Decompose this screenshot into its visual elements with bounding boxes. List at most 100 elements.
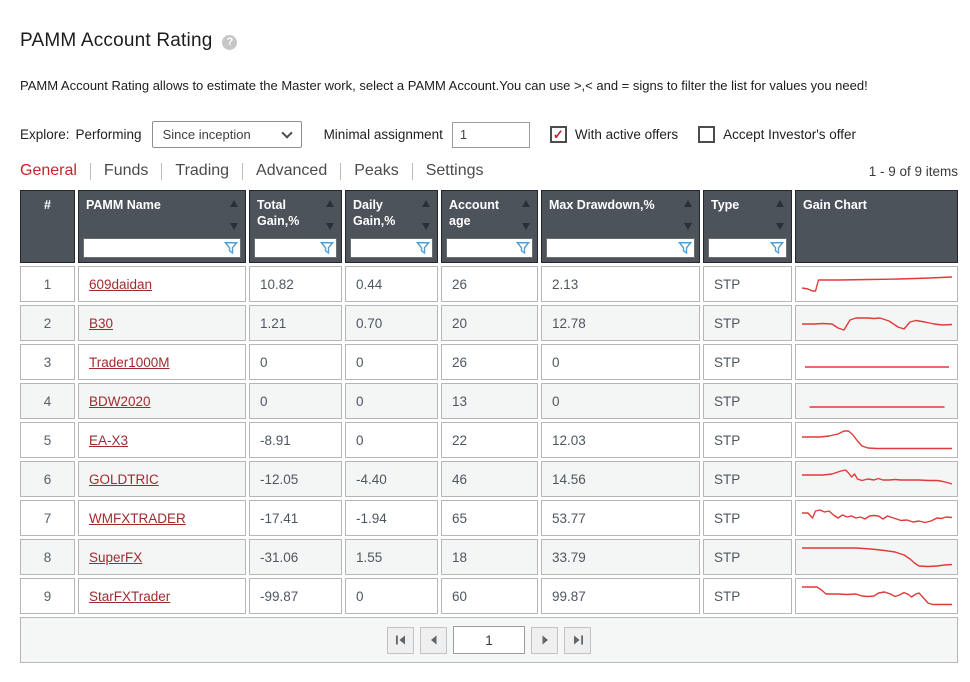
filter-input-type[interactable]	[708, 238, 787, 258]
page-description: PAMM Account Rating allows to estimate t…	[20, 78, 868, 93]
tab-funds[interactable]: Funds	[103, 162, 149, 179]
sort-asc-icon[interactable]	[684, 200, 692, 207]
cell-total-gain: 0	[249, 344, 342, 380]
column-header-daily-gain[interactable]: Daily Gain,%	[345, 190, 438, 263]
gain-sparkline	[802, 464, 952, 494]
next-page-icon	[542, 635, 548, 645]
page-title: PAMM Account Rating	[20, 30, 213, 51]
table-row: 5 EA-X3 -8.91 0 22 12.03 STP	[20, 422, 958, 458]
page-number-input[interactable]	[453, 626, 525, 654]
filter-input-daily-gain[interactable]	[350, 238, 433, 258]
period-select[interactable]: Since inception	[151, 121, 302, 148]
accept-investors-offer-label: Accept Investor's offer	[723, 127, 857, 142]
filter-funnel-icon[interactable]	[678, 241, 692, 255]
sort-desc-icon[interactable]	[422, 223, 430, 230]
first-page-button[interactable]	[387, 626, 414, 654]
sort-desc-icon[interactable]	[776, 223, 784, 230]
sort-asc-icon[interactable]	[422, 200, 430, 207]
column-filter	[708, 238, 787, 258]
sort-desc-icon[interactable]	[684, 223, 692, 230]
column-header-name[interactable]: PAMM Name	[78, 190, 246, 263]
pamm-account-link[interactable]: GOLDTRIC	[89, 471, 159, 487]
tab-separator	[89, 162, 91, 180]
cell-account-age: 26	[441, 344, 538, 380]
gain-sparkline	[802, 347, 952, 377]
cell-account-age: 26	[441, 266, 538, 302]
previous-page-button[interactable]	[420, 626, 447, 654]
gain-chart-cell	[795, 266, 958, 302]
sort-asc-icon[interactable]	[776, 200, 784, 207]
pamm-account-link[interactable]: BDW2020	[89, 393, 151, 409]
column-label: Total Gain,%	[257, 198, 300, 229]
column-filter	[446, 238, 533, 258]
sort-asc-icon[interactable]	[522, 200, 530, 207]
pamm-account-link[interactable]: SuperFX	[89, 549, 143, 565]
column-header-account-age[interactable]: Account age	[441, 190, 538, 263]
gain-chart-cell	[795, 383, 958, 419]
sort-asc-icon[interactable]	[326, 200, 334, 207]
column-header-total-gain[interactable]: Total Gain,%	[249, 190, 342, 263]
sort-desc-icon[interactable]	[326, 223, 334, 230]
cell-daily-gain: 0	[345, 383, 438, 419]
pamm-account-link[interactable]: Trader1000M	[89, 354, 170, 370]
tab-advanced[interactable]: Advanced	[256, 162, 328, 179]
column-filter	[350, 238, 433, 258]
minimal-assignment-input[interactable]	[451, 121, 530, 148]
tabs: General Funds Trading Advanced Peaks Settings	[20, 162, 484, 180]
column-label: Type	[711, 198, 740, 212]
cell-type: STP	[703, 266, 792, 302]
filter-funnel-icon[interactable]	[224, 241, 238, 255]
pamm-account-link[interactable]: EA-X3	[89, 432, 129, 448]
pamm-name-cell: GOLDTRIC	[78, 461, 246, 497]
tab-general[interactable]: General	[20, 162, 77, 179]
column-header-max-drawdown[interactable]: Max Drawdown,%	[541, 190, 700, 263]
filter-input-total-gain[interactable]	[254, 238, 337, 258]
gain-chart-cell	[795, 461, 958, 497]
column-filter	[254, 238, 337, 258]
pamm-name-cell: 609daidan	[78, 266, 246, 302]
cell-total-gain: 10.82	[249, 266, 342, 302]
filter-input-max-drawdown[interactable]	[546, 238, 695, 258]
pamm-name-cell: BDW2020	[78, 383, 246, 419]
gain-sparkline	[802, 269, 952, 299]
tab-trading[interactable]: Trading	[175, 162, 230, 179]
pamm-account-link[interactable]: WMFXTRADER	[89, 510, 186, 526]
column-filter	[546, 238, 695, 258]
last-page-button[interactable]	[564, 626, 591, 654]
column-label: Gain Chart	[803, 198, 867, 212]
pamm-name-cell: SuperFX	[78, 539, 246, 575]
gain-chart-cell	[795, 539, 958, 575]
pamm-account-link[interactable]: 609daidan	[89, 276, 153, 292]
cell-type: STP	[703, 578, 792, 614]
pamm-name-cell: WMFXTRADER	[78, 500, 246, 536]
filter-funnel-icon[interactable]	[516, 241, 530, 255]
filter-funnel-icon[interactable]	[770, 241, 784, 255]
help-icon[interactable]: ?	[222, 34, 238, 50]
filter-input-name[interactable]	[83, 238, 241, 258]
pamm-account-link[interactable]: B30	[89, 315, 114, 331]
sort-asc-icon[interactable]	[230, 200, 238, 207]
filter-funnel-icon[interactable]	[416, 241, 430, 255]
cell-daily-gain: 0	[345, 422, 438, 458]
cell-daily-gain: 1.55	[345, 539, 438, 575]
cell-total-gain: -31.06	[249, 539, 342, 575]
cell-type: STP	[703, 539, 792, 575]
with-active-offers-checkbox[interactable]: ✓	[549, 126, 567, 143]
column-header-type[interactable]: Type	[703, 190, 792, 263]
sort-desc-icon[interactable]	[230, 223, 238, 230]
row-number: 5	[20, 422, 75, 458]
minimal-assignment-label: Minimal assignment	[323, 127, 443, 142]
tab-settings[interactable]: Settings	[425, 162, 484, 179]
next-page-button[interactable]	[531, 626, 558, 654]
sort-desc-icon[interactable]	[522, 223, 530, 230]
filter-input-account-age[interactable]	[446, 238, 533, 258]
accept-investors-offer-checkbox[interactable]	[698, 126, 716, 143]
filter-bar: Explore: Performing Since inception Mini…	[20, 121, 958, 148]
filter-funnel-icon[interactable]	[320, 241, 334, 255]
gain-sparkline	[802, 503, 952, 533]
with-active-offers-label: With active offers	[574, 127, 679, 142]
tab-peaks[interactable]: Peaks	[354, 162, 399, 179]
pamm-account-link[interactable]: StarFXTrader	[89, 588, 171, 604]
rss-feed-icon[interactable]	[933, 25, 963, 55]
